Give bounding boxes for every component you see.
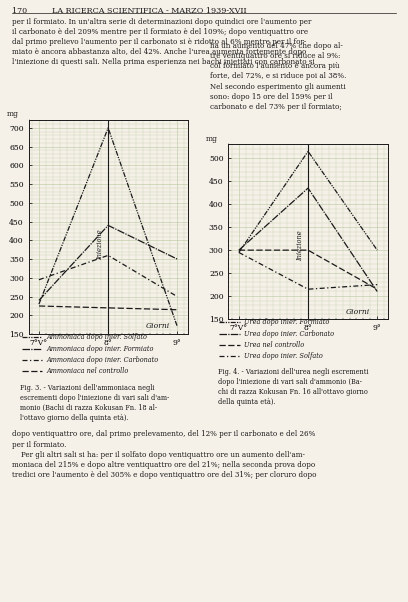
Text: Urea nel controllo: Urea nel controllo xyxy=(244,341,304,349)
Text: Urea dopo inier. Carbonato: Urea dopo inier. Carbonato xyxy=(244,329,334,338)
Text: ha un aumento del 47% che dopo al-
tre ventiquattro ore si riduce al 9%:
col for: ha un aumento del 47% che dopo al- tre v… xyxy=(210,42,346,111)
Text: mg: mg xyxy=(206,135,218,143)
Text: 170          LA RICERCA SCIENTIFICA - MARZO 1939-XVII: 170 LA RICERCA SCIENTIFICA - MARZO 1939-… xyxy=(12,7,247,15)
Text: dopo ventiquattro ore, dal primo prelevamento, del 12% per il carbonato e del 26: dopo ventiquattro ore, dal primo preleva… xyxy=(12,430,317,479)
Text: per il formiato. In un'altra serie di determinazioni dopo quindici ore l'aumento: per il formiato. In un'altra serie di de… xyxy=(12,18,315,66)
Text: Urea dopo inier. Solfato: Urea dopo inier. Solfato xyxy=(244,352,323,361)
Text: Ammoniaca dopo inier. Formiato: Ammoniaca dopo inier. Formiato xyxy=(46,344,153,353)
Text: Ammoniaca dopo inier. Carbonato: Ammoniaca dopo inier. Carbonato xyxy=(46,356,158,364)
Text: Iniezione: Iniezione xyxy=(296,231,304,261)
Text: Iniezione: Iniezione xyxy=(96,229,104,259)
Text: Urea dopo inier. Formiato: Urea dopo inier. Formiato xyxy=(244,318,329,326)
Text: Fig. 4. - Variazioni dell'urea negli escrementi
dopo l'iniezione di vari sali d': Fig. 4. - Variazioni dell'urea negli esc… xyxy=(218,368,369,406)
Text: Giorni: Giorni xyxy=(146,322,171,330)
Text: Giorni: Giorni xyxy=(346,308,370,315)
Text: Ammoniaca dopo inier. Solfato: Ammoniaca dopo inier. Solfato xyxy=(46,333,147,341)
Text: Fig. 3. - Variazioni dell'ammoniaca negli
escrementi dopo l'iniezione di vari sa: Fig. 3. - Variazioni dell'ammoniaca negl… xyxy=(20,384,170,421)
Text: mg: mg xyxy=(6,110,18,118)
Text: Ammoniaca nel controllo: Ammoniaca nel controllo xyxy=(46,367,129,376)
